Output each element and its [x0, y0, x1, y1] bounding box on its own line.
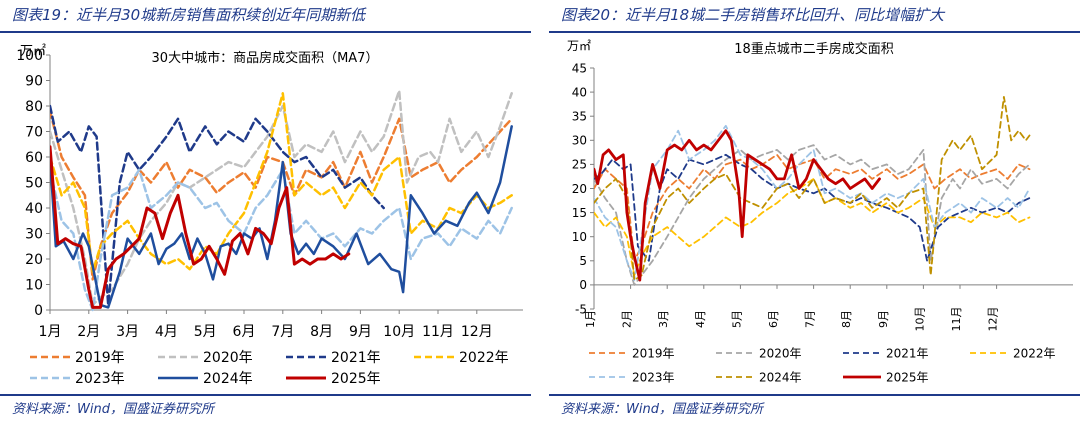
right-top-rule	[549, 31, 1080, 33]
y-tick-label: 20	[572, 182, 587, 196]
y-tick-label: -5	[575, 302, 587, 316]
y-tick-label: 80	[25, 99, 43, 115]
series-line-2022年	[594, 177, 1031, 277]
legend-label: 2023年	[632, 370, 675, 384]
right-figure-header: 图表20：近半月18城二手房销售环比回升、同比增幅扩大	[561, 6, 945, 24]
y-tick-label: 25	[572, 158, 587, 172]
y-tick-label: 20	[25, 252, 43, 268]
y-tick-label: 0	[579, 278, 587, 292]
series-line-2023年	[594, 124, 1031, 282]
series-line-2025年	[594, 129, 881, 282]
x-tick-label: 3月	[116, 324, 139, 340]
y-axis-unit: 万㎡	[20, 44, 46, 59]
chart-title: 30大中城市：商品房成交面积（MA7）	[152, 50, 379, 66]
left-bottom-rule	[0, 394, 531, 396]
x-tick-label: 6月	[233, 324, 256, 340]
y-tick-label: 10	[25, 278, 43, 294]
series-line-2020年	[594, 144, 1031, 286]
y-tick-label: 5	[579, 254, 587, 268]
legend-label: 2021年	[331, 350, 381, 366]
series-line-2019年	[594, 153, 1031, 262]
series-line-2023年	[50, 168, 513, 312]
x-tick-label: 11月	[422, 324, 454, 340]
right-panel: 图表20：近半月18城二手房销售环比回升、同比增幅扩大 18重点城市二手房成交面…	[549, 0, 1080, 421]
x-tick-label: 4月	[694, 310, 707, 328]
x-tick-label: 5月	[194, 324, 217, 340]
legend-label: 2019年	[75, 350, 125, 366]
series-line-2021年	[50, 104, 385, 307]
legend-label: 2021年	[886, 346, 929, 360]
legend-label: 2024年	[203, 371, 253, 387]
x-tick-label: 8月	[840, 310, 853, 328]
y-tick-label: 60	[25, 150, 43, 166]
y-tick-label: 90	[25, 74, 43, 90]
y-tick-label: 40	[572, 85, 587, 99]
legend-label: 2025年	[886, 370, 929, 384]
series-line-2024年	[594, 96, 1031, 282]
y-axis-unit: 万㎡	[567, 39, 591, 53]
left-panel: 图表19：近半月30城新房销售面积续创近年同期新低 30大中城市：商品房成交面积…	[0, 0, 531, 421]
series-line-2019年	[50, 109, 513, 281]
x-tick-label: 5月	[730, 310, 743, 328]
left-chart: 30大中城市：商品房成交面积（MA7） 万㎡ 0 10 20 30 40 50 60 70 80 90…	[16, 44, 523, 387]
series-line-2022年	[50, 92, 513, 274]
x-tick-label: 7月	[271, 324, 294, 340]
x-tick-label: 9月	[877, 310, 890, 328]
x-tick-label: 2月	[77, 324, 100, 340]
legend-label: 2025年	[331, 371, 381, 387]
x-tick-label: 8月	[310, 324, 333, 340]
x-tick-label: 10月	[913, 307, 926, 332]
y-tick-label: 30	[572, 134, 587, 148]
legend-label: 2023年	[75, 371, 125, 387]
y-tick-label: 100	[16, 48, 43, 64]
legend-label: 2024年	[759, 370, 802, 384]
right-source-note: 资料来源：Wind，国盛证券研究所	[561, 402, 763, 417]
x-tick-label: 4月	[155, 324, 178, 340]
y-tick-label: 0	[34, 303, 43, 319]
x-tick-label: 11月	[950, 307, 963, 332]
y-tick-label: 15	[572, 206, 587, 220]
y-tick-label: 70	[25, 125, 43, 141]
x-tick-label: 1月	[39, 324, 62, 340]
y-tick-label: 10	[572, 230, 587, 244]
left-figure-header: 图表19：近半月30城新房销售面积续创近年同期新低	[12, 6, 366, 24]
y-tick-label: 40	[25, 201, 43, 217]
legend-label: 2020年	[759, 346, 802, 360]
legend-label: 2022年	[459, 350, 509, 366]
y-tick-label: 35	[572, 110, 587, 124]
x-tick-label: 12月	[461, 324, 493, 340]
series-line-2025年	[50, 145, 351, 309]
chart-title: 18重点城市二手房成交面积	[734, 41, 894, 57]
y-tick-label: 50	[25, 176, 43, 192]
right-chart: 18重点城市二手房成交面积 万㎡ -5 0 5 10 15 20 25 30 35 40 45 1月 2月 3…	[567, 39, 1073, 384]
x-tick-label: 2月	[621, 310, 634, 328]
x-tick-label: 7月	[804, 310, 817, 328]
left-top-rule	[0, 31, 531, 33]
left-source-note: 资料来源：Wind，国盛证券研究所	[12, 402, 214, 417]
x-tick-label: 10月	[383, 324, 415, 340]
legend-label: 2020年	[203, 350, 253, 366]
series-line-2024年	[50, 125, 513, 309]
series-line-2021年	[594, 153, 1031, 262]
x-tick-label: 1月	[584, 310, 597, 328]
y-tick-label: 30	[25, 227, 43, 243]
legend-label: 2019年	[632, 346, 675, 360]
y-tick-label: 45	[572, 61, 587, 75]
x-tick-label: 9月	[349, 324, 372, 340]
x-tick-label: 12月	[987, 307, 1000, 332]
x-tick-label: 3月	[657, 310, 670, 328]
right-bottom-rule	[549, 394, 1080, 396]
legend-label: 2022年	[1013, 346, 1056, 360]
x-tick-label: 6月	[767, 310, 780, 328]
